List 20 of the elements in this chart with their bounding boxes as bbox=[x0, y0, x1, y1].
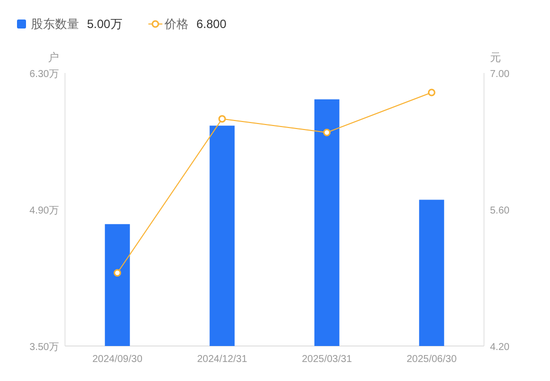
y-tick-label: 6.30万 bbox=[30, 69, 59, 80]
y2-tick-label: 7.00 bbox=[490, 69, 510, 80]
y2-tick-label: 4.20 bbox=[490, 342, 510, 353]
y-axis-title: 户 bbox=[48, 51, 59, 64]
point bbox=[323, 128, 331, 136]
y2-tick-label: 5.60 bbox=[490, 206, 510, 216]
x-tick-label: 2024/12/31 bbox=[197, 354, 248, 365]
y-tick-label: 4.90万 bbox=[30, 206, 59, 216]
legend-label: 股东数量 bbox=[31, 17, 79, 31]
point bbox=[218, 115, 226, 123]
point bbox=[428, 88, 436, 96]
point bbox=[114, 269, 122, 277]
y-tick-label: 3.50万 bbox=[30, 342, 59, 353]
legend-label: 价格 bbox=[163, 17, 188, 31]
text: 5.00万 bbox=[87, 17, 122, 31]
x-tick-label: 2025/03/31 bbox=[302, 354, 352, 365]
y2-axis-title: 元 bbox=[490, 52, 501, 64]
x-tick-label: 2025/06/30 bbox=[406, 354, 458, 365]
x-tick-label: 2024/09/30 bbox=[92, 354, 143, 365]
text: 6.800 bbox=[196, 17, 227, 31]
